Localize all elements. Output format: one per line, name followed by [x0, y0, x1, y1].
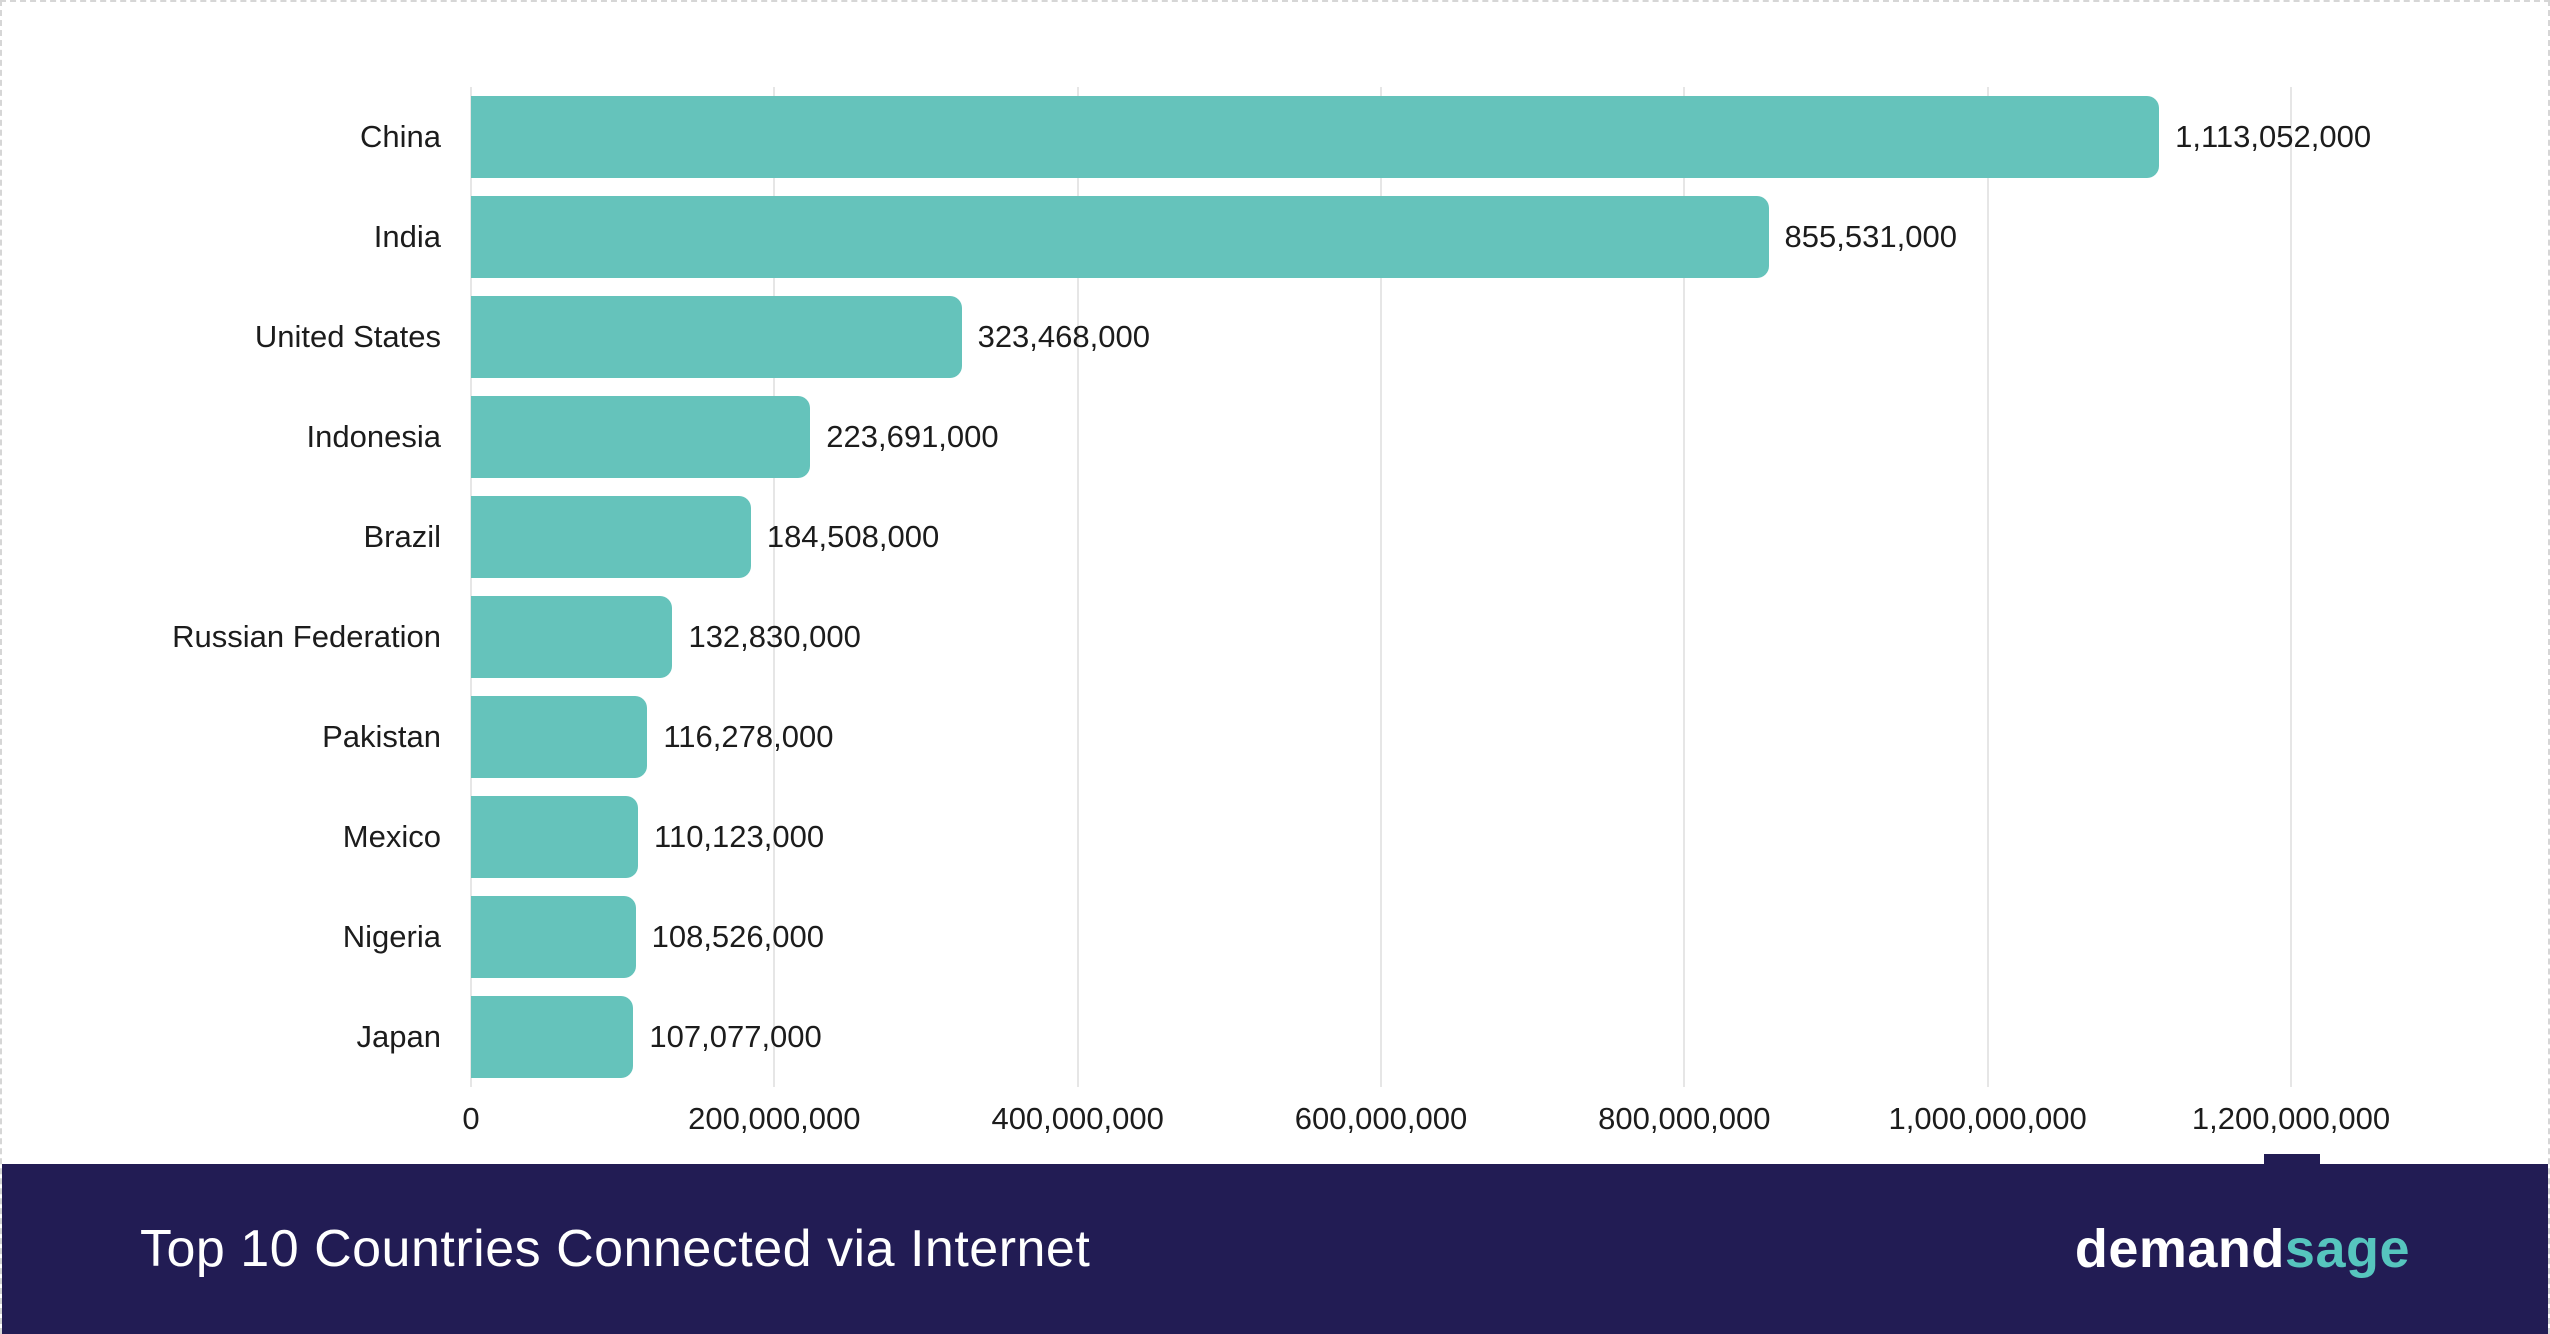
category-label: Nigeria — [342, 919, 441, 954]
category-label: Indonesia — [306, 419, 441, 454]
category-label: Russian Federation — [172, 619, 441, 654]
bar-rows: China 1,113,052,000 India 855,531,000 United… — [172, 87, 2371, 1087]
bar-chart: China 1,113,052,000 India 855,531,000 United… — [2, 2, 2548, 1164]
category-label: Brazil — [363, 519, 441, 554]
bar-row: United States 323,468,000 — [255, 287, 2291, 387]
bar-row: Nigeria 108,526,000 — [343, 887, 2291, 987]
value-label: 855,531,000 — [1784, 219, 1957, 254]
gridlines — [470, 87, 2292, 1087]
value-label: 108,526,000 — [651, 919, 824, 954]
bar — [471, 296, 962, 378]
category-label: Pakistan — [322, 719, 441, 754]
x-tick-label: 800,000,000 — [1598, 1101, 1771, 1136]
footer-notch — [2264, 1154, 2320, 1164]
bar — [471, 96, 2160, 178]
value-label: 184,508,000 — [766, 519, 940, 554]
bar — [471, 396, 811, 478]
category-label: Mexico — [342, 819, 441, 854]
x-tick-label: 1,200,000,000 — [2191, 1101, 2391, 1136]
bar-row: Mexico 110,123,000 — [343, 787, 2291, 887]
bar — [471, 896, 636, 978]
chart-title: Top 10 Countries Connected via Internet — [140, 1220, 1091, 1278]
gridline — [1683, 87, 1686, 1087]
gridline — [1380, 87, 1382, 1087]
gridline — [1076, 87, 1079, 1087]
bar — [471, 696, 648, 778]
bar — [471, 796, 639, 878]
value-label: 132,830,000 — [688, 619, 861, 654]
bar — [471, 196, 1769, 278]
value-label: 116,278,000 — [663, 719, 834, 754]
x-tick-label: 600,000,000 — [1294, 1101, 1468, 1136]
category-label: United States — [254, 319, 441, 354]
bar — [471, 496, 751, 578]
gridline — [470, 87, 472, 1087]
demandsage-logo: demandsage — [2075, 1218, 2410, 1280]
bar — [471, 596, 673, 678]
bar-row: Brazil 184,508,000 — [363, 487, 2291, 587]
x-axis: 0 200,000,000 400,000,000 600,000,000 800,00… — [462, 1087, 2390, 1157]
bar-row: Russian Federation 132,830,000 — [172, 587, 2291, 687]
bar-row: Pakistan 116,278,000 — [322, 687, 2291, 787]
gridline — [2290, 87, 2292, 1087]
category-label: India — [373, 219, 441, 254]
x-tick-label: 400,000,000 — [991, 1101, 1164, 1136]
x-tick-label: 200,000,000 — [688, 1101, 861, 1136]
x-tick-label: 1,000,000,000 — [1888, 1101, 2087, 1136]
value-label: 323,468,000 — [977, 319, 1150, 354]
bar — [471, 996, 634, 1078]
value-label: 107,077,000 — [649, 1019, 822, 1054]
value-label: 110,123,000 — [654, 819, 825, 854]
bar-row: Japan 107,077,000 — [357, 987, 2291, 1087]
gridline — [773, 87, 776, 1087]
x-tick-label: 0 — [462, 1101, 480, 1136]
gridline — [1986, 87, 1989, 1087]
bar-row: India 855,531,000 — [374, 187, 2291, 287]
plot-area: China 1,113,052,000 India 855,531,000 United… — [172, 87, 2371, 1087]
logo-part-demand: demand — [2074, 1219, 2285, 1279]
value-label: 1,113,052,000 — [2175, 119, 2372, 154]
category-label: China — [360, 119, 441, 154]
category-label: Japan — [356, 1019, 441, 1054]
footer-bar: Top 10 Countries Connected via Internet … — [2, 1164, 2548, 1334]
value-label: 223,691,000 — [826, 419, 999, 454]
bar-row: China 1,113,052,000 — [360, 87, 2371, 187]
bar-row: Indonesia 223,691,000 — [307, 387, 2291, 487]
logo-part-sage: sage — [2284, 1219, 2410, 1279]
